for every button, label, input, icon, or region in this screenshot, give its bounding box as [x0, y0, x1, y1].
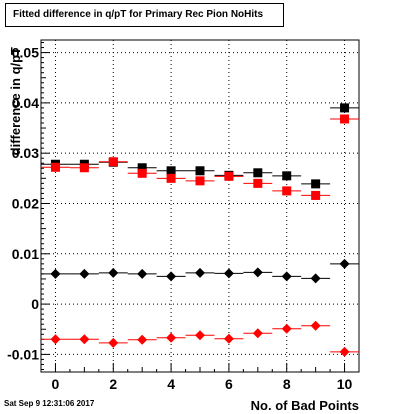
data-point-diamond	[339, 258, 350, 269]
y-tick-label: 0.01	[12, 246, 39, 262]
data-point-square	[195, 166, 205, 176]
data-point-diamond	[195, 330, 205, 341]
data-point-square	[282, 186, 292, 196]
y-tick-label: -0.01	[7, 346, 39, 362]
y-tick-label: 0.03	[12, 145, 39, 161]
x-tick-label: 10	[337, 376, 353, 392]
plot-frame	[40, 39, 360, 373]
data-point-square	[253, 178, 263, 188]
x-tick-label: 6	[225, 376, 233, 392]
data-point-diamond	[223, 268, 234, 279]
x-tick-label: 2	[109, 376, 117, 392]
data-point-square	[137, 168, 147, 178]
data-point-square	[79, 163, 89, 173]
data-point-diamond	[252, 267, 263, 278]
data-point-diamond	[137, 334, 148, 345]
data-point-square	[340, 114, 350, 124]
data-point-diamond	[166, 271, 177, 282]
data-point-diamond	[281, 323, 292, 334]
data-point-diamond	[339, 346, 350, 357]
data-point-square	[195, 176, 205, 186]
data-point-diamond	[79, 334, 90, 345]
y-tick-label: 0.05	[12, 45, 39, 61]
data-point-diamond	[108, 267, 119, 278]
data-point-diamond	[223, 333, 234, 344]
data-point-square	[253, 168, 263, 178]
data-point-square	[137, 163, 147, 173]
data-point-diamond	[281, 271, 292, 282]
data-point-diamond	[310, 273, 321, 284]
x-tick-label: 8	[283, 376, 291, 392]
data-point-diamond	[137, 268, 148, 279]
timestamp: Sat Sep 9 12:31:06 2017	[4, 399, 95, 408]
data-point-diamond	[195, 267, 205, 278]
data-point-diamond	[50, 334, 61, 345]
data-point-square	[282, 171, 292, 181]
x-axis-title: No. of Bad Points	[251, 398, 359, 413]
data-point-square	[166, 173, 176, 183]
data-point-square	[50, 162, 60, 172]
x-tick-label: 0	[52, 376, 60, 392]
y-tick-label: 0	[31, 296, 39, 312]
y-tick-label: 0.02	[12, 195, 39, 211]
data-point-square	[224, 171, 234, 181]
y-tick-label: 0.04	[12, 95, 39, 111]
chart-title: Fitted difference in q/pT for Primary Re…	[5, 3, 284, 27]
data-point-square	[108, 157, 118, 167]
data-point-square	[166, 166, 176, 176]
data-point-diamond	[108, 337, 119, 348]
data-point-diamond	[310, 320, 321, 331]
data-point-diamond	[166, 332, 177, 343]
data-point-square	[311, 179, 321, 189]
data-point-diamond	[252, 328, 263, 339]
data-point-square	[340, 103, 350, 113]
x-tick-label: 4	[167, 376, 175, 392]
y-axis-title: difference in q/pT	[8, 47, 23, 155]
data-point-diamond	[79, 268, 90, 279]
data-point-square	[311, 190, 321, 200]
data-point-diamond	[50, 268, 61, 279]
